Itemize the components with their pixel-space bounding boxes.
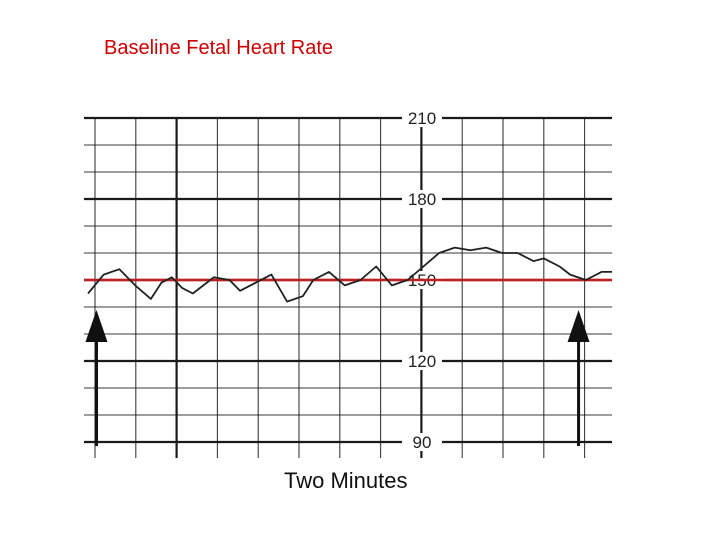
y-tick-label: 90 (413, 433, 432, 452)
y-tick-label: 120 (408, 352, 436, 371)
y-tick-label: 210 (408, 109, 436, 128)
arrow-head (85, 310, 108, 342)
trace-group (87, 246, 612, 303)
tick-label-bg (402, 433, 442, 451)
tick-label-bg (402, 190, 442, 208)
x-axis-label: Two Minutes (284, 468, 408, 493)
tick-label-bg (402, 352, 442, 370)
y-tick-label: 180 (408, 190, 436, 209)
fhr-trace-line (87, 246, 612, 303)
arrow-head (567, 310, 590, 342)
arrow-group (85, 310, 590, 446)
chart-grid (84, 116, 612, 458)
tick-label-bg (402, 109, 442, 127)
chart-title: Baseline Fetal Heart Rate (104, 37, 334, 59)
